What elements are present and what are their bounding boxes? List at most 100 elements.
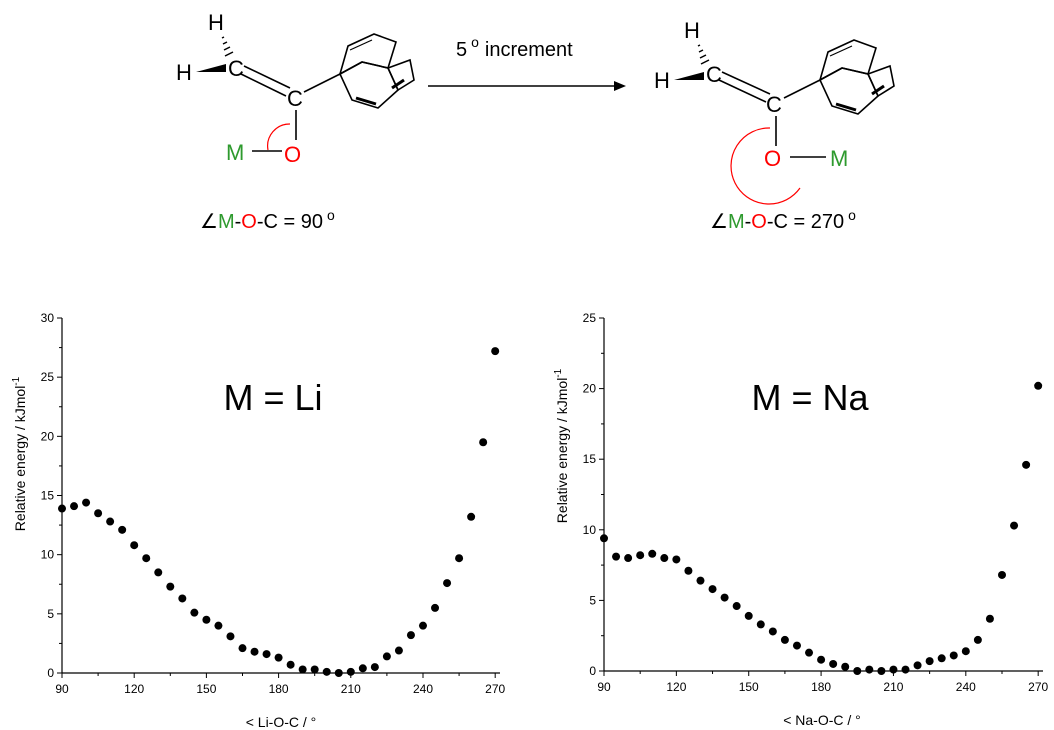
na-data-point [780,635,789,644]
li-data-point [431,603,440,612]
reaction-scheme: H H C C M O ∠M-O-C = [176,10,895,233]
na-data-point [744,611,753,620]
na-data-point [973,635,982,644]
na-x-tick-label: 90 [597,680,611,694]
right-h-left-label: H [654,68,670,93]
li-data-point [382,652,391,661]
li-y-tick-label: 5 [47,607,54,621]
li-x-tick-label: 240 [413,682,433,696]
li-y-tick-label: 10 [41,548,55,562]
right-double-bond-b [718,79,767,103]
li-data-point [130,541,139,550]
left-structure: H H C C M O ∠M-O-C = [176,10,415,233]
left-c-mid-label: C [287,86,303,111]
li-data-point [82,498,91,507]
left-h-top-label: H [208,10,224,35]
na-data-point [889,665,898,674]
na-annotation: M = Na [751,377,869,418]
na-x-tick-label: 180 [811,680,831,694]
na-data-point [1034,381,1043,390]
left-metal-label: M [226,140,244,165]
li-data-point [443,579,452,588]
li-data-point [370,663,379,672]
li-y-tick-label: 15 [41,489,55,503]
na-data-point [720,593,729,602]
left-double-bond-a [243,65,291,89]
na-data-point [913,661,922,670]
li-x-tick-label: 210 [341,682,361,696]
na-data-point [925,657,934,666]
li-x-tick-label: 120 [124,682,144,696]
li-data-point [418,621,427,630]
right-h-top-label: H [684,18,700,43]
na-data-point [792,641,801,650]
li-data-point [394,646,403,655]
right-angle-arc [730,127,801,205]
li-data-point [346,667,355,676]
na-data-point [829,659,838,668]
li-y-tick-label: 0 [47,666,54,680]
li-data-point [455,554,464,563]
li-data-point [262,650,271,659]
li-x-tick-label: 180 [269,682,289,696]
na-data-point [949,651,958,660]
li-x-axis-label: < Li-O-C / ° [246,714,317,730]
na-data-point [853,667,862,675]
li-data-point [118,525,127,534]
na-data-point [901,665,910,674]
li-data-point [202,615,211,624]
li-x-tick-label: 90 [55,682,69,696]
na-y-tick-label: 20 [583,382,597,396]
li-data-point [334,669,343,677]
na-y-tick-label: 25 [583,311,597,325]
na-data-point [768,627,777,636]
li-data-point [310,665,319,674]
na-data-point [817,655,826,664]
li-data-point [322,667,331,676]
na-x-tick-label: 120 [666,680,686,694]
li-data-point [190,608,199,617]
na-y-tick-label: 5 [589,593,596,607]
right-structure: H H C C O M ∠M-O-C = 270 o [654,18,895,233]
right-c-mid-label: C [766,92,782,117]
na-data-point [732,602,741,611]
li-data-point [479,438,488,447]
li-data-point [154,568,163,577]
right-oxygen-label: O [764,146,781,171]
left-naphthyl [338,33,415,109]
na-y-axis-label: Relative energy / kJmol-1 [553,368,570,523]
na-data-point [636,551,645,560]
li-data-point [274,653,283,662]
li-data-point [238,644,247,653]
na-data-point [997,570,1006,579]
li-data-point [178,594,187,603]
na-data-point [696,576,705,585]
right-double-bond-a [721,71,771,95]
left-oxygen-label: O [284,142,301,167]
na-data-point [672,555,681,564]
na-y-tick-label: 15 [583,452,597,466]
na-data-point [660,554,669,563]
na-x-tick-label: 150 [739,680,759,694]
li-data-point [142,554,151,563]
right-metal-label: M [830,146,848,171]
li-data-point [94,509,103,518]
na-y-tick-label: 0 [589,664,596,678]
right-c-top-label: C [706,62,722,87]
na-data-point [624,554,633,563]
li-x-tick-label: 150 [196,682,216,696]
na-data-point [961,647,970,656]
li-data-point [70,502,79,511]
li-data-point [214,621,223,630]
na-y-tick-label: 10 [583,523,597,537]
right-dashed-wedge [697,44,710,65]
li-data-point [298,665,307,674]
reaction-arrow: 5 o increment [428,34,626,91]
left-double-bond-b [240,73,287,97]
na-data-point [841,662,850,671]
na-x-tick-label: 210 [883,680,903,694]
na-data-point [708,585,717,594]
arrow-label: 5 o increment [456,34,573,61]
li-y-tick-label: 25 [41,370,55,384]
li-x-tick-label: 270 [485,682,505,696]
